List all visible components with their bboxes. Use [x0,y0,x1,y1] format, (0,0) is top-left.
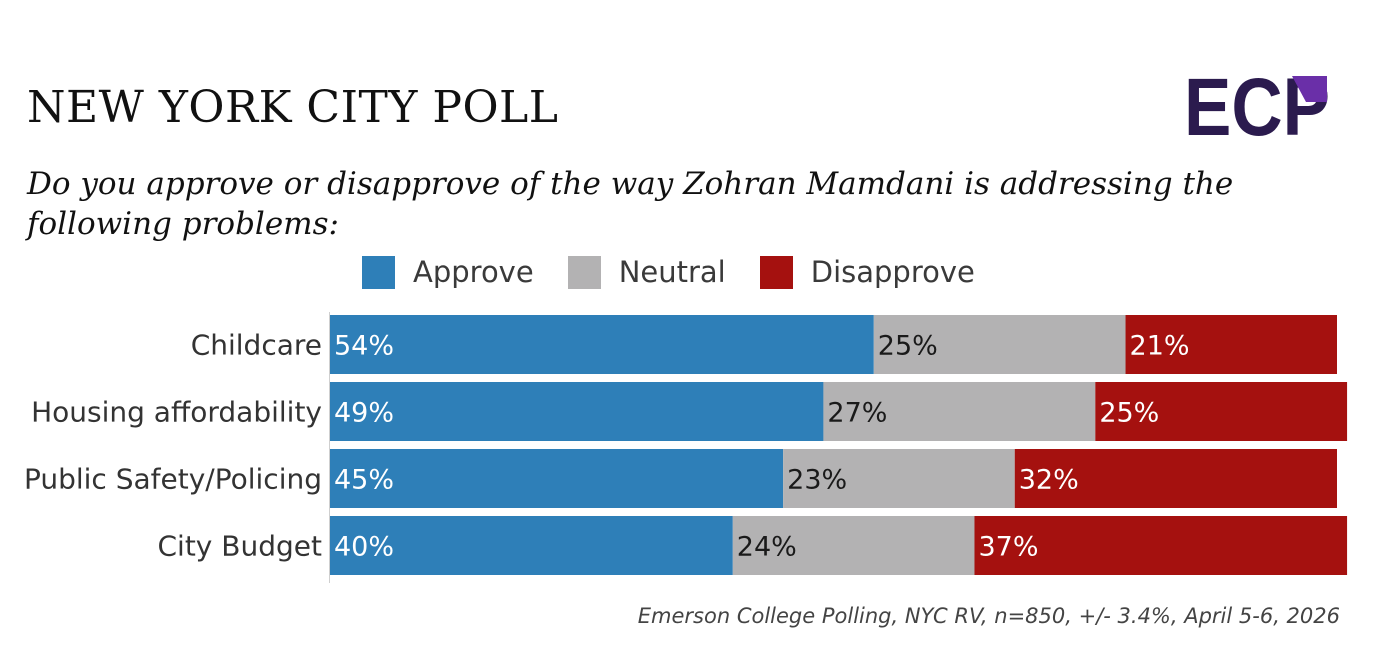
legend-swatch-approve [362,255,395,289]
legend-label-disapprove: Disapprove [810,255,975,289]
bar-approve [330,449,784,508]
bar-neutral [823,382,1096,441]
ecp-logo: ECP [1184,72,1330,138]
source-note: Emerson College Polling, NYC RV, n=850, … [637,604,1340,628]
bar-disapprove [974,516,1348,575]
legend-label-neutral: Neutral [618,255,726,289]
bar-neutral [783,449,1015,508]
legend-swatch-neutral [567,255,601,289]
data-label-disapprove: 25% [1099,398,1159,429]
stacked-bar-chart: Childcare 54% 25% 21% Housing affordability 4… [24,312,1348,583]
chart-question: Do you approve or disapprove of the way … [27,166,1234,242]
legend: Approve Neutral Disapprove [362,252,1009,292]
data-label-neutral: 24% [737,532,797,563]
category-label: Housing affordability [31,396,322,429]
category-label: City Budget [158,530,323,563]
bar-neutral [732,516,975,575]
legend-label-approve: Approve [413,255,534,289]
bar-disapprove [1095,382,1348,441]
data-label-approve: 49% [334,398,394,429]
legend-swatch-disapprove [759,255,793,289]
data-label-disapprove: 37% [978,532,1038,563]
legend-item-approve: Approve [362,255,534,289]
legend-item-disapprove: Disapprove [759,255,975,289]
bar-neutral [873,315,1126,374]
data-label-approve: 45% [334,465,394,496]
bar-disapprove [1014,449,1337,508]
data-label-disapprove: 32% [1019,465,1079,496]
data-label-approve: 40% [334,532,394,563]
data-label-neutral: 25% [878,331,938,362]
data-label-approve: 54% [334,331,394,362]
bar-approve [330,315,874,374]
legend-item-neutral: Neutral [567,255,726,289]
category-label: Childcare [191,329,322,362]
page-title: NEW YORK CITY POLL [27,82,559,133]
category-label: Public Safety/Policing [24,463,322,496]
bar-disapprove [1125,315,1337,374]
data-label-neutral: 23% [787,465,847,496]
logo-accent-shape [1292,76,1327,102]
bar-approve [330,382,824,441]
data-label-disapprove: 21% [1130,331,1190,362]
data-label-neutral: 27% [827,398,887,429]
bar-approve [330,516,733,575]
